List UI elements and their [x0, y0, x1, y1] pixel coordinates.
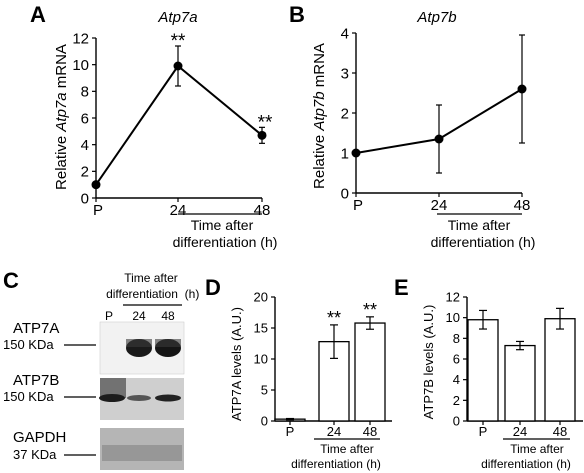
y-tick-label-e-1: 2 — [453, 393, 460, 408]
data-point-a-0 — [91, 180, 101, 190]
y-tick-label-a-6: 12 — [72, 30, 89, 47]
band-atp7b-24 — [127, 395, 151, 401]
panel-letter-a: A — [30, 2, 46, 27]
time-after-a: Time after — [191, 217, 254, 233]
data-point-b-0 — [351, 148, 361, 158]
time-label-b: Time after differentiation (h) — [431, 213, 536, 250]
y-tick-label-e-0: 0 — [453, 414, 460, 429]
significance-d-1: ** — [327, 308, 341, 328]
y-tick-label-d-3: 15 — [254, 321, 268, 336]
x-tick-label-e-2: 48 — [553, 424, 567, 439]
x-tick-label-b-0: P — [353, 197, 363, 214]
western-blot-panel: Time after differentiation (h) P 24 48 A… — [3, 271, 199, 470]
bar-e-1 — [504, 344, 536, 422]
x-tick-label-e-1: 24 — [513, 424, 527, 439]
y-tick-label-d-4: 20 — [254, 290, 268, 305]
y-axis-label-a: Relative Atp7a mRNA — [53, 44, 70, 190]
differentiation-a: differentiation (h) — [173, 234, 278, 250]
y-tick-label-a-4: 8 — [81, 84, 89, 101]
time-label-e: Time after differentiation (h) — [481, 438, 571, 471]
y-tick-label-a-3: 6 — [81, 110, 89, 127]
y-tick-label-d-0: 0 — [261, 414, 268, 429]
y-tick-label-a-1: 2 — [81, 164, 89, 181]
x-tick-label-b-1: 24 — [431, 197, 448, 214]
significance-a-1: ** — [171, 31, 186, 52]
x-tick-label-d-1: 24 — [327, 424, 341, 439]
y-axis-label-e: ATP7B levels (A.U.) — [421, 305, 436, 420]
bar-e-2 — [544, 318, 576, 422]
y-tick-label-e-2: 4 — [453, 372, 460, 387]
x-tick-label-a-0: P — [93, 202, 103, 219]
blot-time-line1: Time after — [124, 271, 178, 285]
y-tick-label-b-4: 4 — [341, 25, 349, 42]
x-tick-label-e-0: P — [479, 424, 488, 439]
differentiation-e: differentiation (h) — [481, 457, 571, 471]
bar-e-0 — [467, 319, 499, 422]
chart-title-b: Atp7b — [416, 9, 456, 26]
differentiation-b: differentiation (h) — [431, 234, 536, 250]
data-point-b-2 — [517, 84, 527, 94]
panel-letter-e: E — [394, 275, 409, 300]
y-tick-label-a-0: 0 — [81, 190, 89, 207]
y-tick-label-e-5: 10 — [446, 310, 460, 325]
y-tick-label-a-5: 10 — [72, 57, 89, 74]
lane-label-48: 48 — [161, 309, 175, 323]
y-axis-label-a-gene: Atp7a — [53, 92, 70, 132]
blot-mw-gapdh: 37 KDa — [13, 447, 57, 462]
significance-d-2: ** — [363, 300, 377, 320]
x-tick-label-a-2: 48 — [254, 202, 271, 219]
chart-title-a: Atp7a — [157, 9, 197, 26]
panel-letter-b: B — [289, 2, 305, 27]
data-point-b-1 — [434, 134, 444, 144]
time-label-a: Time after differentiation (h) — [173, 213, 278, 250]
y-tick-label-d-1: 5 — [261, 383, 268, 398]
y-axis-label-b-pre: Relative — [311, 131, 328, 189]
band-atp7b-48 — [155, 394, 181, 402]
y-axis-label-b: Relative Atp7b mRNA — [311, 43, 328, 189]
data-point-a-2 — [257, 130, 267, 140]
y-tick-label-b-1: 1 — [341, 145, 349, 162]
blot-mw-atp7b: 150 KDa — [3, 389, 54, 404]
y-tick-label-b-3: 3 — [341, 65, 349, 82]
panel-letter-c: C — [3, 268, 19, 293]
x-tick-label-a-1: 24 — [170, 202, 187, 219]
bar-d-2 — [354, 322, 386, 422]
y-tick-label-e-3: 6 — [453, 352, 460, 367]
x-tick-label-d-2: 48 — [363, 424, 377, 439]
significance-a-2: ** — [258, 112, 273, 133]
blot-mw-atp7a: 150 KDa — [3, 337, 54, 352]
x-tick-label-d-0: P — [286, 424, 295, 439]
y-axis-label-b-post: mRNA — [311, 43, 328, 91]
band-atp7b-p — [99, 394, 125, 402]
y-tick-label-d-2: 10 — [254, 352, 268, 367]
time-after-d: Time after — [320, 442, 374, 456]
time-after-b: Time after — [448, 217, 511, 233]
lane-label-p: P — [105, 309, 113, 323]
y-tick-label-a-2: 4 — [81, 137, 89, 154]
x-tick-label-b-2: 48 — [514, 197, 531, 214]
lane-label-24: 24 — [132, 309, 146, 323]
y-axis-label-a-post: mRNA — [53, 44, 70, 92]
series-line-a — [95, 64, 263, 186]
differentiation-d: differentiation (h) — [291, 457, 381, 471]
y-axis-label-a-pre: Relative — [53, 132, 70, 190]
y-tick-label-b-2: 2 — [341, 105, 349, 122]
time-label-d: Time after differentiation (h) — [291, 438, 381, 471]
y-tick-label-e-4: 8 — [453, 331, 460, 346]
blot-label-atp7b: ATP7B — [13, 372, 59, 389]
data-point-a-1 — [173, 61, 183, 71]
time-after-e: Time after — [510, 442, 564, 456]
y-tick-label-b-0: 0 — [341, 185, 349, 202]
blot-time-unit: (h) — [185, 287, 200, 301]
y-axis-label-b-gene: Atp7b — [311, 91, 328, 131]
panel-letter-d: D — [205, 275, 221, 300]
blot-label-gapdh: GAPDH — [13, 429, 66, 446]
blot-label-atp7a: ATP7A — [13, 320, 59, 337]
blot-time-line2: differentiation — [106, 287, 178, 301]
y-tick-label-e-6: 12 — [446, 290, 460, 305]
y-axis-label-d: ATP7A levels (A.U.) — [229, 307, 244, 421]
